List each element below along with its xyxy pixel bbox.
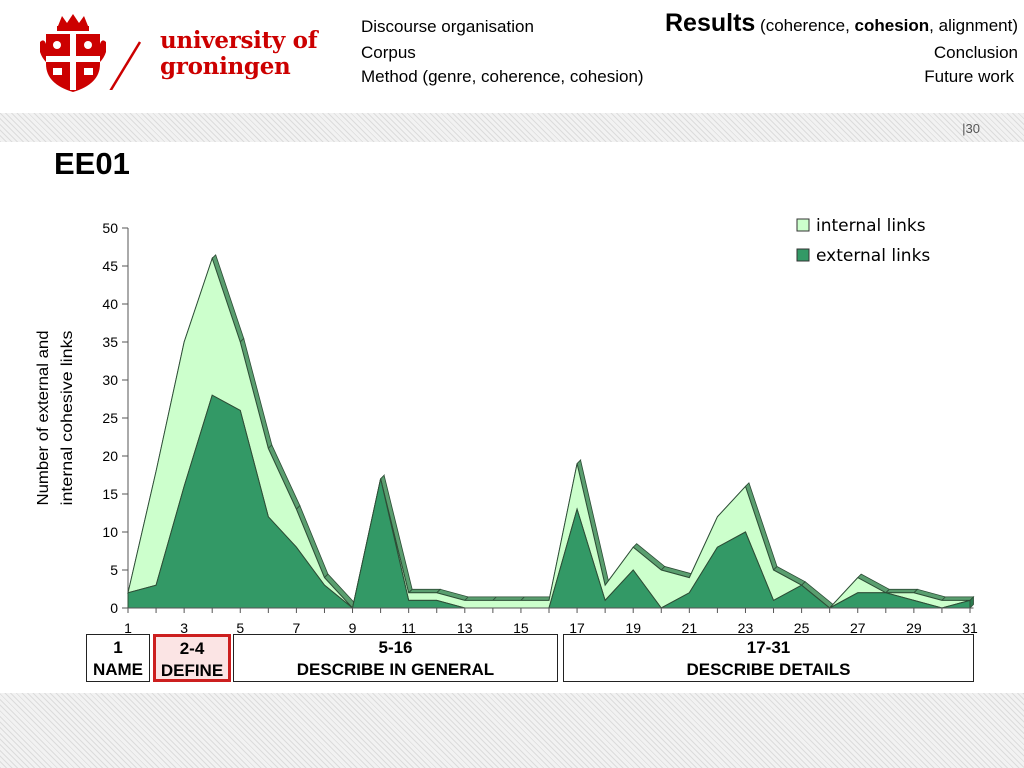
- chart-legend: internal links external links: [796, 216, 930, 266]
- segment-describe-details: 17-31 DESCRIBE DETAILS: [563, 634, 974, 682]
- y-tick-label: 0: [110, 600, 118, 616]
- x-tick-label: 27: [850, 620, 866, 636]
- legend-swatch: [796, 218, 810, 232]
- x-tick-label: 17: [569, 620, 585, 636]
- internal-links-side: [407, 588, 442, 594]
- y-tick-label: 10: [102, 524, 118, 540]
- nav-future-work[interactable]: Future work: [924, 67, 1014, 86]
- page-number: |30: [962, 121, 980, 136]
- segment-label: DESCRIBE IN GENERAL: [296, 660, 495, 679]
- stacked-area-chart: Number of external and internal cohesive …: [35, 216, 978, 636]
- university-logo[interactable]: university of groningen: [40, 12, 320, 94]
- x-tick-label: 31: [962, 620, 978, 636]
- y-tick-label: 20: [102, 448, 118, 464]
- x-tick-label: 23: [738, 620, 754, 636]
- x-tick-label: 19: [625, 620, 641, 636]
- x-tick-label: 29: [906, 620, 922, 636]
- segment-range: 2-4: [179, 639, 205, 658]
- legend-swatch: [796, 248, 810, 262]
- external-links-area: [127, 394, 971, 609]
- chart-areas: [127, 254, 975, 610]
- nav-results[interactable]: Results (coherence, cohesion, alignment): [665, 9, 1018, 38]
- y-tick-label: 30: [102, 372, 118, 388]
- x-tick-label: 15: [513, 620, 529, 636]
- segment-define: 2-4 DEFINE: [153, 634, 231, 682]
- y-tick-label: 5: [110, 562, 118, 578]
- x-tick-label: 11: [401, 620, 416, 636]
- y-tick-label: 45: [102, 258, 118, 274]
- segment-range: 1: [113, 638, 123, 657]
- internal-links-side: [491, 596, 526, 601]
- y-axis-label-line: internal cohesive links: [59, 331, 76, 506]
- segment-label: NAME: [92, 660, 144, 679]
- y-axis: 0 5 10 15 20 25 30 35 40 45 50: [102, 220, 129, 616]
- segment-range: 5-16: [378, 638, 413, 657]
- nav-results-open: (coherence,: [755, 16, 855, 35]
- internal-links-side: [884, 588, 919, 594]
- y-tick-label: 40: [102, 296, 118, 312]
- segment-name: 1 NAME: [86, 634, 150, 682]
- legend-label: external links: [816, 246, 930, 266]
- x-tick-label: 1: [124, 620, 132, 636]
- segment-range: 17-31: [746, 638, 791, 657]
- y-tick-label: 15: [102, 486, 118, 502]
- y-axis-label: Number of external and internal cohesive …: [35, 331, 76, 506]
- nav-results-close: , alignment): [929, 16, 1018, 35]
- x-tick-label: 3: [180, 620, 188, 636]
- y-tick-label: 50: [102, 220, 118, 236]
- segment-label: DEFINE: [160, 661, 224, 680]
- legend-label: internal links: [816, 216, 926, 236]
- x-tick-label: 9: [349, 620, 357, 636]
- segment-describe-in-general: 5-16 DESCRIBE IN GENERAL: [233, 634, 558, 682]
- logo-text-line2: groningen: [160, 53, 291, 80]
- chart-end-cap: [969, 595, 974, 609]
- nav-method[interactable]: Method (genre, coherence, cohesion): [361, 67, 644, 86]
- x-tick-label: 5: [236, 620, 244, 636]
- logo-text-line1: university of: [160, 27, 318, 54]
- segment-label: DESCRIBE DETAILS: [686, 660, 851, 679]
- logo-slash: [109, 41, 142, 90]
- internal-links-side: [519, 596, 554, 601]
- header-divider-band: [0, 113, 1024, 142]
- x-tick-label: 7: [293, 620, 301, 636]
- nav-results-cohesion: cohesion: [854, 16, 930, 35]
- nav-conclusion[interactable]: Conclusion: [933, 43, 1018, 62]
- y-axis-label-line: Number of external and: [35, 331, 52, 506]
- x-tick-label: 25: [794, 620, 810, 636]
- y-tick-label: 25: [102, 410, 118, 426]
- x-tick-label: 21: [682, 620, 698, 636]
- nav-corpus[interactable]: Corpus: [361, 43, 416, 62]
- footer-band: [0, 693, 1024, 768]
- x-tick-label: 13: [457, 620, 473, 636]
- slide-title: EE01: [54, 146, 130, 181]
- y-tick-label: 35: [102, 334, 118, 350]
- internal-links-side: [463, 596, 498, 601]
- nav-discourse-organisation[interactable]: Discourse organisation: [361, 17, 534, 36]
- x-axis: 1 3 5 7 9 11 13 15 17 19 21 23 25 27 29 31: [124, 607, 978, 636]
- internal-links-side: [940, 596, 975, 601]
- university-crest-icon: [40, 14, 106, 92]
- nav-results-title: Results: [665, 9, 756, 37]
